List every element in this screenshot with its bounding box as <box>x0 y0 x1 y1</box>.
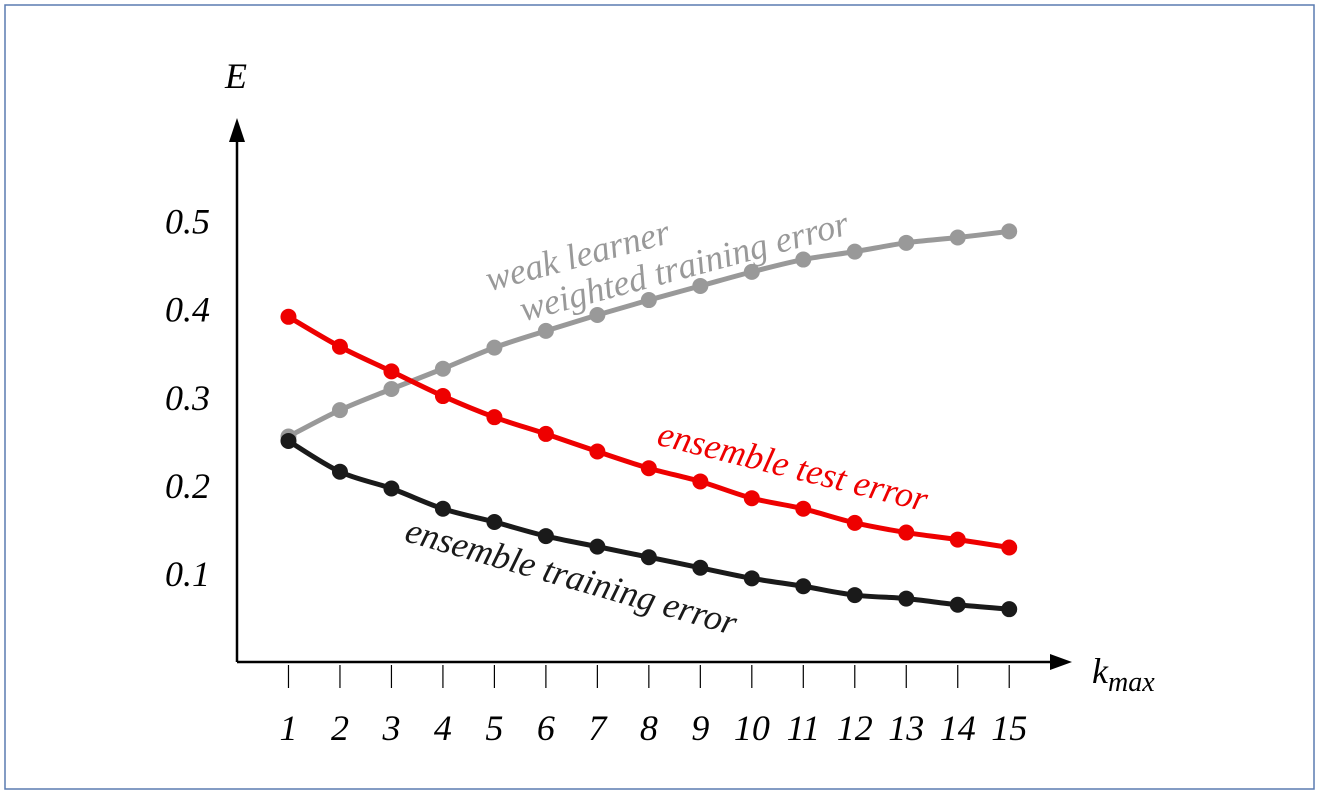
x-tick-label: 2 <box>331 708 349 748</box>
data-point <box>898 234 915 251</box>
data-point <box>383 381 400 397</box>
data-point <box>383 480 400 497</box>
data-point <box>589 307 606 324</box>
y-tick-label: 0.2 <box>165 466 210 506</box>
data-point <box>949 531 966 548</box>
data-point <box>795 251 812 268</box>
data-point <box>692 473 709 490</box>
x-tick-label: 1 <box>279 708 297 748</box>
data-point <box>1001 601 1018 618</box>
data-point <box>743 263 760 280</box>
x-tick-label: 5 <box>485 708 503 748</box>
data-point <box>949 229 966 246</box>
x-tick-label: 3 <box>381 708 400 748</box>
data-point <box>949 596 966 613</box>
x-arrow <box>1050 654 1072 670</box>
x-tick-label: 14 <box>940 708 976 748</box>
data-point <box>331 463 348 480</box>
x-axis-label: kmax <box>1092 651 1155 698</box>
data-point <box>846 587 863 604</box>
data-point <box>692 559 709 576</box>
data-point <box>434 360 451 377</box>
x-tick-label: 4 <box>434 708 452 748</box>
data-point <box>486 513 503 530</box>
data-point <box>486 409 503 426</box>
x-tick-label: 15 <box>991 708 1027 748</box>
data-point <box>280 432 297 449</box>
data-point <box>331 338 348 355</box>
y-tick-label: 0.3 <box>165 378 210 418</box>
data-point <box>795 578 812 595</box>
x-tick-label: 12 <box>837 708 873 748</box>
data-point <box>589 538 606 555</box>
data-point <box>1001 539 1018 556</box>
frame <box>4 4 1315 790</box>
x-label-main: k <box>1092 651 1109 691</box>
y-arrow <box>229 118 245 142</box>
data-point <box>692 277 709 294</box>
x-tick-label: 10 <box>734 708 770 748</box>
x-tick-label: 13 <box>888 708 924 748</box>
data-point <box>846 514 863 531</box>
x-tick-label: 6 <box>537 708 555 748</box>
data-point <box>795 500 812 517</box>
axes <box>229 118 1072 670</box>
y-tick-label: 0.4 <box>165 290 210 330</box>
x-tick-label: 11 <box>787 708 820 748</box>
x-label-sub: max <box>1108 667 1155 698</box>
data-point <box>640 549 657 566</box>
data-point <box>898 590 915 607</box>
y-tick-label: 0.1 <box>165 554 210 594</box>
data-point <box>434 388 451 405</box>
data-point <box>589 443 606 460</box>
data-point <box>743 570 760 587</box>
data-point <box>537 528 554 545</box>
y-axis-label: E <box>224 56 247 96</box>
x-tick-label: 9 <box>691 708 709 748</box>
data-point <box>434 500 451 517</box>
data-point <box>743 490 760 507</box>
data-point <box>1001 223 1018 240</box>
data-point <box>640 292 657 309</box>
data-point <box>898 524 915 541</box>
data-point <box>640 460 657 477</box>
data-point <box>537 322 554 339</box>
data-point <box>280 308 297 325</box>
x-tick-label: 7 <box>588 708 608 748</box>
data-point <box>537 425 554 442</box>
data-point <box>846 243 863 260</box>
data-point <box>486 339 503 356</box>
data-point <box>383 363 400 380</box>
x-tick-label: 8 <box>640 708 658 748</box>
data-point <box>331 402 348 419</box>
y-tick-label: 0.5 <box>165 202 210 242</box>
